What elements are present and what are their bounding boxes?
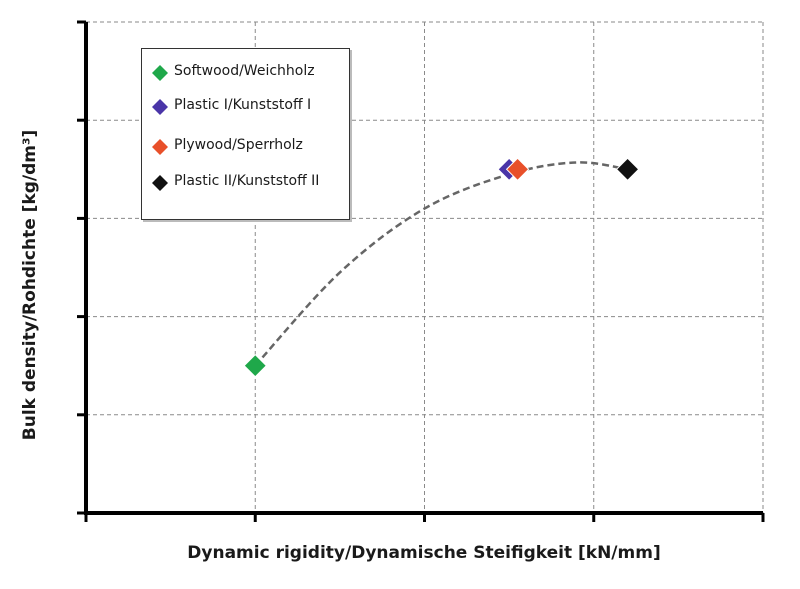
legend-item-plastic-1: Plastic I/Kunststoff I — [152, 97, 311, 115]
legend-label-softwood: Softwood/Weichholz — [174, 63, 315, 79]
legend: Softwood/Weichholz Plastic I/Kunststoff … — [141, 48, 350, 220]
legend-item-plastic-2: Plastic II/Kunststoff II — [152, 173, 324, 191]
legend-label-plywood: Plywood/Sperrholz — [174, 137, 303, 153]
data-point-plywood — [505, 157, 530, 182]
legend-label-plastic-1: Plastic I/Kunststoff I — [174, 97, 312, 113]
data-point-plastic-2 — [615, 157, 640, 182]
legend-marker-softwood — [152, 65, 168, 81]
legend-item-softwood: Softwood/Weichholz — [152, 63, 315, 81]
axis-ticks — [77, 20, 765, 522]
trend-curve — [254, 161, 628, 367]
x-axis-label: Dynamic rigidity/Dynamische Steifigkeit … — [187, 543, 661, 563]
legend-item-plywood: Plywood/Sperrholz — [152, 137, 303, 155]
legend-label-plastic-2: Plastic II/Kunststoff II — [174, 173, 320, 189]
legend-marker-plywood — [152, 139, 168, 155]
data-point-softwood — [243, 353, 267, 378]
legend-marker-plastic-1 — [152, 99, 168, 115]
data-points — [243, 157, 640, 378]
legend-marker-plastic-2 — [152, 175, 168, 191]
trend-line — [254, 161, 628, 367]
